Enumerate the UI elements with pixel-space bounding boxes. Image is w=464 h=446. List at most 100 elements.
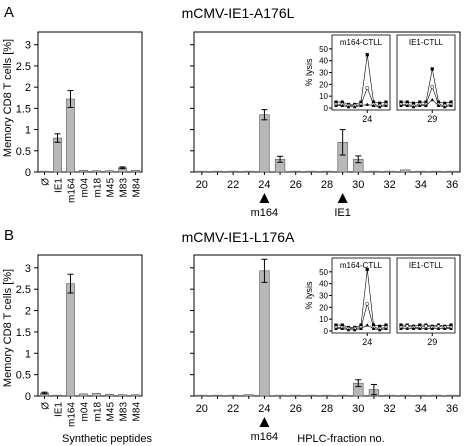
panel-a-inset-m164-x-tick-label: 24 xyxy=(362,114,372,124)
panel-b-inset-y-tick-label: 10 xyxy=(319,315,328,324)
panel-b-hplc-x-tick-label: 24 xyxy=(258,403,270,415)
panel-a-inset-ie1-point xyxy=(430,97,435,102)
panel-b-inset-m164-point xyxy=(384,323,388,327)
panel-a-peptides-y-tick-label: 2.5 xyxy=(16,61,31,73)
panel-b-peptides-y-tick-label: 2 xyxy=(25,306,31,318)
panel-a-hplc-bar xyxy=(243,170,254,173)
panel-a-peptides-y-tick-label: 1 xyxy=(25,125,31,137)
panel-b-inset-ie1-point xyxy=(436,326,441,331)
panel-a-inset-ie1-point xyxy=(430,67,434,71)
panel-a-peptides-bar xyxy=(92,170,101,173)
panel-a-inset-ie1-point xyxy=(411,101,416,105)
panel-a-inset-m164-point xyxy=(378,101,382,105)
panel-a-inset-m164-point xyxy=(384,103,388,108)
panel-b-inset-y-label: % lysis xyxy=(304,281,314,310)
panel-b-hplc-bar xyxy=(196,394,207,397)
panel-a-inset-ie1-point xyxy=(405,100,409,104)
panel-a-hplc-bar xyxy=(400,169,411,173)
panel-a-inset-y-tick-label: 20 xyxy=(319,80,328,89)
panel-b-peptides-category-label: M84 xyxy=(132,402,143,422)
panel-a-inset-ie1-point xyxy=(424,100,428,104)
panel-b-peptides-y-tick-label: 1.5 xyxy=(16,327,31,339)
panel-b-inset-m164-point xyxy=(359,326,363,331)
panel-a-inset-ie1-point xyxy=(436,100,441,104)
panel-b-letter: B xyxy=(4,227,14,244)
panel-a-peptides-y-tick-label: 1.5 xyxy=(16,103,31,115)
panel-b-inset-ie1-frame xyxy=(396,257,456,334)
panel-b-peptides-y-tick-label: 0.5 xyxy=(16,370,31,382)
panel-b-hplc-bar xyxy=(384,394,395,397)
panel-b-peptides-bar xyxy=(118,394,127,397)
panel-a-inset-ie1-point xyxy=(443,101,447,105)
panel-a-inset-m164-point xyxy=(359,103,363,108)
panel-a-hplc-bar xyxy=(447,170,458,173)
panel-a-inset-y-label: % lysis xyxy=(304,58,314,87)
panel-a-inset-m164-point xyxy=(377,105,382,109)
panel-a-inset-y-tick-label: 30 xyxy=(319,69,328,78)
panel-b-peptides-y-tick-label: 1 xyxy=(25,348,31,360)
panel-a-hplc-bar xyxy=(415,170,427,173)
panel-a-peptides-category-label: M45 xyxy=(106,178,117,198)
panel-b-inset-y-tick-label: 0 xyxy=(324,327,329,336)
panel-a-peptides-category-label: m18 xyxy=(93,178,104,198)
panel-b-inset-m164-point xyxy=(365,267,369,272)
panel-b-hplc-x-tick-label: 28 xyxy=(321,403,333,415)
panel-a-inset-m164-point xyxy=(365,102,370,106)
panel-a-hplc-x-tick-label: 30 xyxy=(352,179,364,191)
panel-b-hplc-x-tick-label: 34 xyxy=(415,403,427,415)
panel-a-peptides-bar xyxy=(105,170,114,173)
panel-b-inset-m164-point xyxy=(365,323,370,327)
panel-a-inset-m164-frame xyxy=(331,34,391,111)
panel-b-peptides-category-label: m18 xyxy=(93,402,104,422)
panel-a-hplc-x-tick-label: 36 xyxy=(446,179,458,191)
panel-a-hplc-bar xyxy=(227,170,239,173)
panel-a-hplc-bar xyxy=(290,170,301,173)
panel-a-peptides-category-label: IE1 xyxy=(54,178,65,193)
panel-b-hplc-bar xyxy=(321,394,333,397)
panel-a-inset-m164-point xyxy=(334,103,338,108)
panel-a-hplc-x-tick-label: 34 xyxy=(415,179,427,191)
panel-a-peptides-bar xyxy=(66,98,75,173)
panel-b-hplc-bar xyxy=(227,394,239,397)
panel-b-hplc-marker-arrow xyxy=(259,417,270,427)
panel-b-hplc-bar xyxy=(243,394,254,397)
panel-a-inset-m164-point xyxy=(340,100,344,104)
panel-b-hplc-bar xyxy=(400,394,411,397)
panel-a-peptides-category-label: m164 xyxy=(67,178,78,203)
panel-b-inset-ie1-point xyxy=(417,326,422,331)
panel-a-inset-m164-point xyxy=(340,103,345,108)
panel-b-hplc-marker-label: m164 xyxy=(251,431,279,443)
panel-b-hplc-x-tick-label: 32 xyxy=(383,403,395,415)
panel-b-inset-m164-point xyxy=(359,323,363,327)
panel-b-inset-m164-frame xyxy=(331,257,391,334)
panel-a-peptides-bar xyxy=(131,170,140,173)
panel-b-hplc-bar xyxy=(259,270,270,397)
panel-a-hplc-bar xyxy=(321,170,333,173)
panel-b-hplc-x-tick-label: 26 xyxy=(290,403,302,415)
panel-b-hplc-x-tick-label: 20 xyxy=(196,403,208,415)
panel-a-inset-m164-point xyxy=(346,105,351,109)
panel-a-hplc-bar xyxy=(196,170,207,173)
panel-b-inset-m164-point xyxy=(378,324,382,328)
panel-a-inset-ie1-point xyxy=(399,103,403,108)
panel-a-hplc-x-tick-label: 32 xyxy=(383,179,395,191)
panel-b-inset-ie1-x-tick-label: 29 xyxy=(427,337,437,347)
panel-a-peptides-frame xyxy=(37,31,143,173)
panel-b-peptides-bar xyxy=(92,393,101,397)
panel-b-peptides-category-label: M83 xyxy=(119,402,130,422)
panel-b-peptides-category-label: IE1 xyxy=(54,402,65,417)
panel-a-hplc-marker-label: m164 xyxy=(251,207,279,219)
panel-b-inset-m164-point xyxy=(340,323,344,327)
panel-a-hplc-bar xyxy=(259,114,270,173)
panel-b-hplc-bar xyxy=(212,394,223,397)
panel-b-inset-m164-point xyxy=(352,328,357,332)
panel-b-inset-ie1-point xyxy=(424,326,428,331)
panel-b-hplc-bar xyxy=(447,394,458,397)
panel-a-peptides-category-label: M84 xyxy=(132,178,143,198)
panel-b-peptides-bar xyxy=(105,393,114,397)
panel-b-inset-m164-point xyxy=(371,323,376,327)
panel-b-inset-m164-point xyxy=(340,326,345,331)
panel-b-hplc-x-tick-label: 36 xyxy=(446,403,458,415)
panel-a-inset-ie1-point xyxy=(418,100,422,104)
